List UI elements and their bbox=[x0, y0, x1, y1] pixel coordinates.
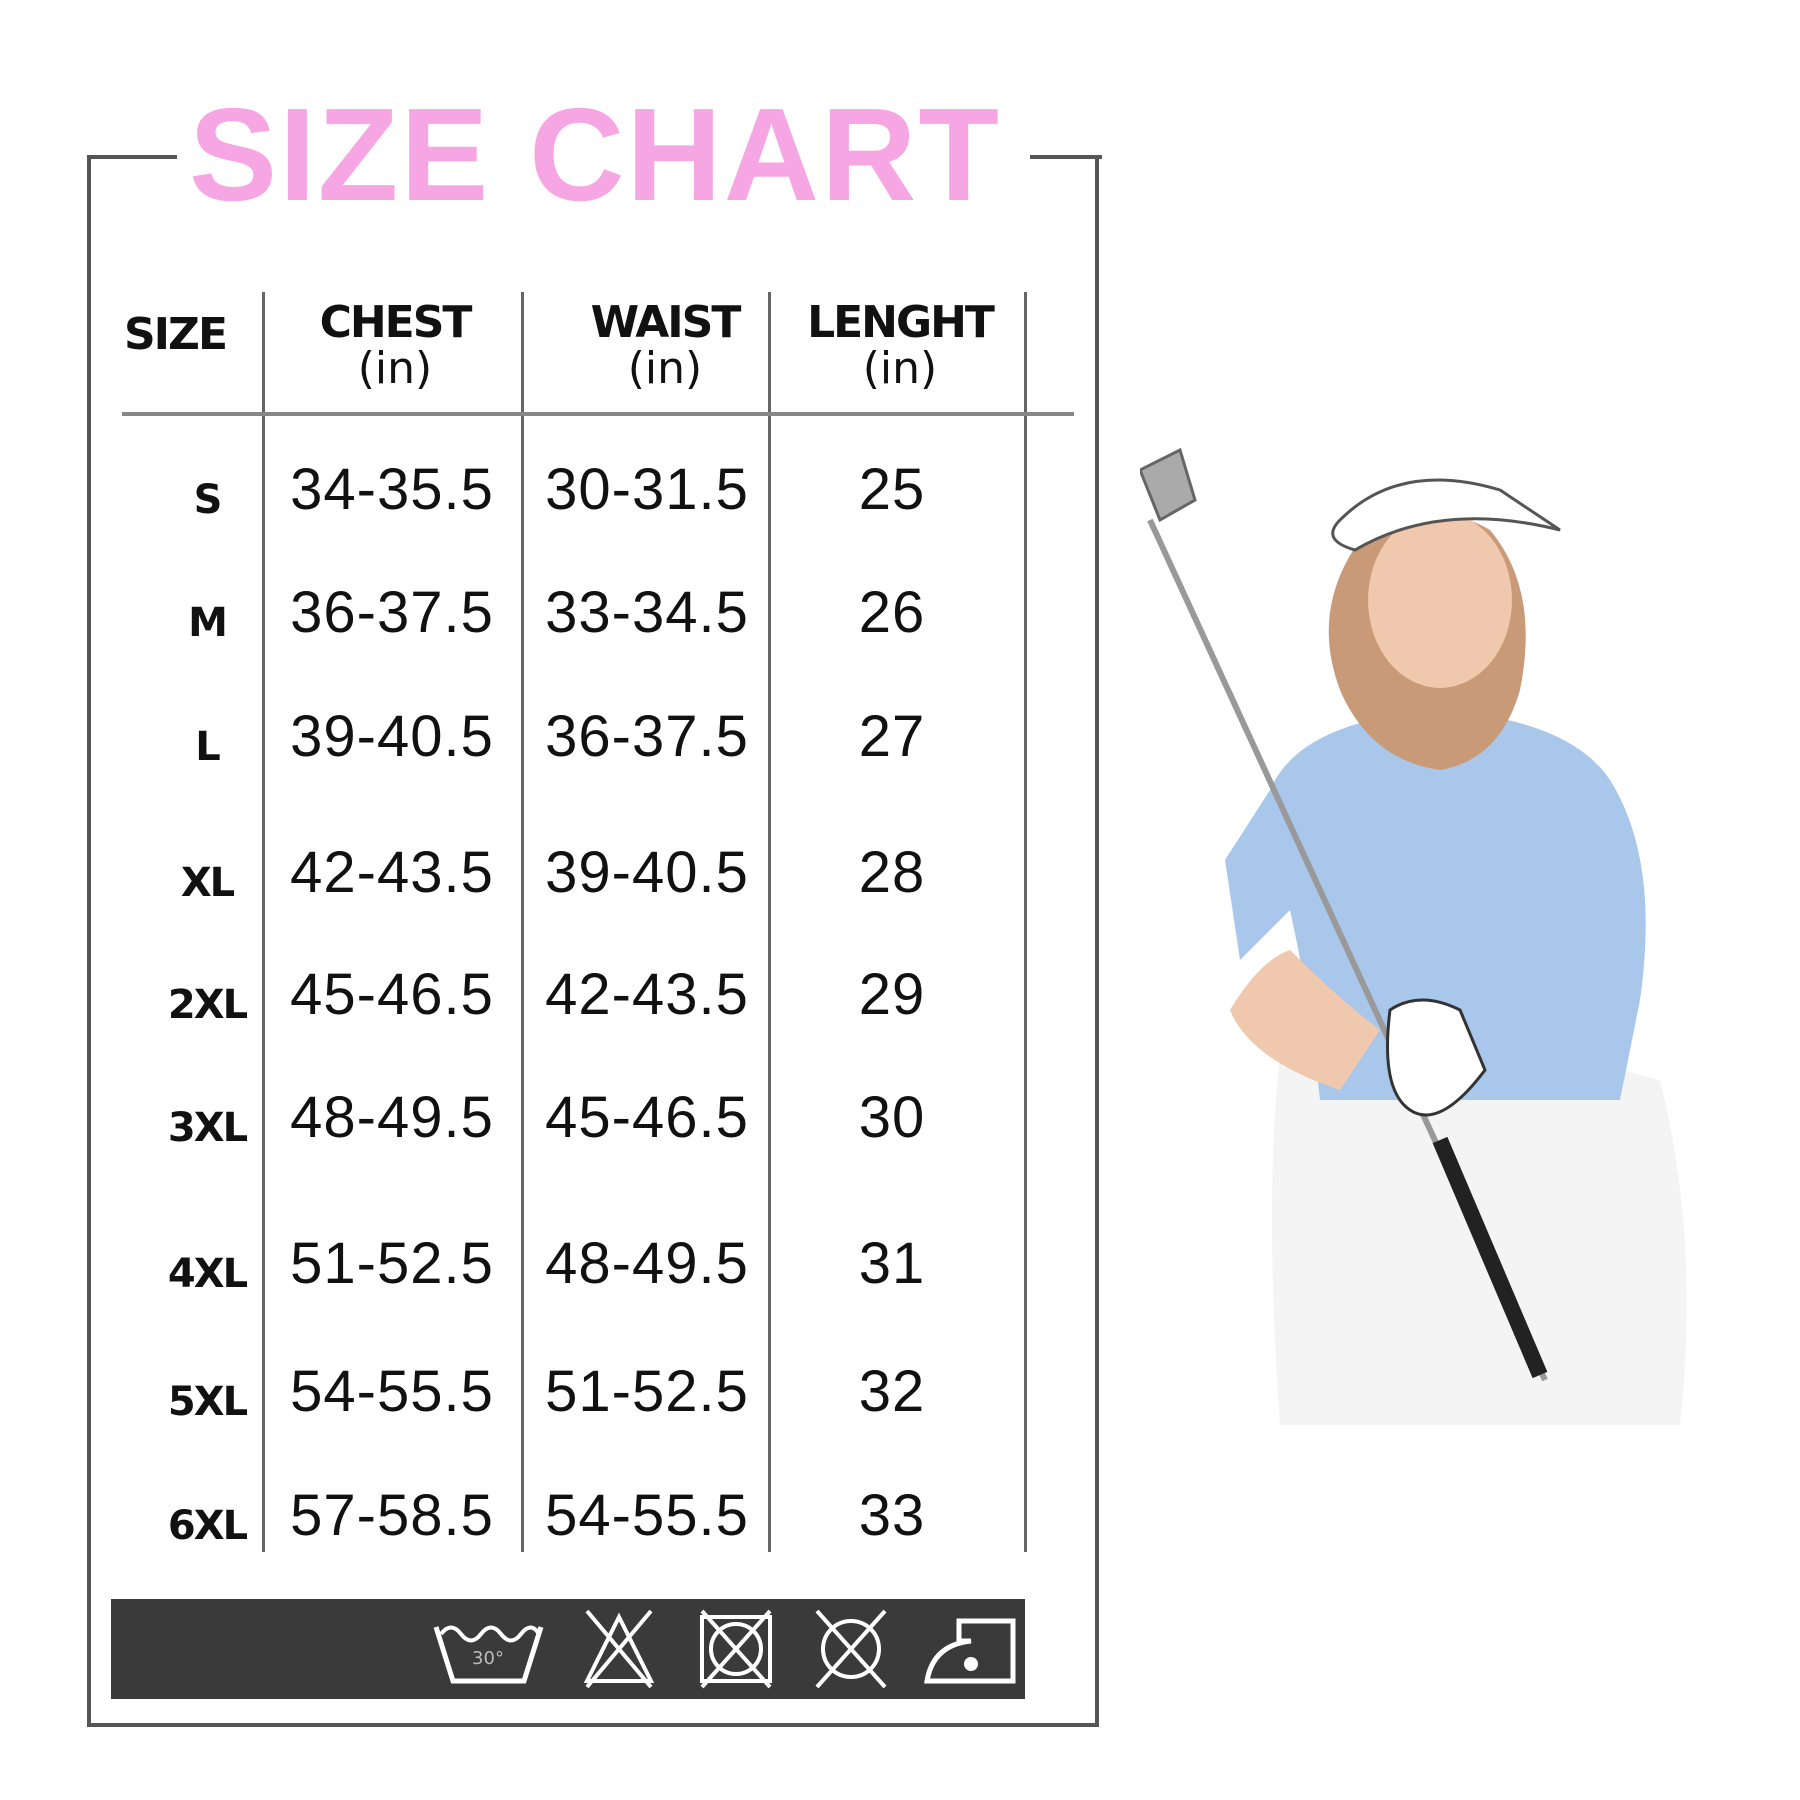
length-cell: 25 bbox=[858, 457, 926, 522]
chest-cell: 45-46.5 bbox=[290, 962, 494, 1027]
no-tumble-dry-icon bbox=[700, 1609, 772, 1689]
column-divider bbox=[262, 292, 265, 1552]
length-cell: 27 bbox=[858, 704, 926, 769]
waist-cell: 51-52.5 bbox=[545, 1359, 749, 1424]
length-cell: 30 bbox=[858, 1085, 926, 1150]
waist-cell: 36-37.5 bbox=[545, 704, 749, 769]
chart-frame bbox=[87, 157, 1099, 1727]
table-row: 2XL 45-46.5 42-43.5 29 bbox=[87, 945, 1087, 1045]
length-cell: 28 bbox=[858, 840, 926, 905]
size-cell: 2XL bbox=[167, 982, 248, 1028]
care-instructions-bar: 30° bbox=[111, 1599, 1025, 1699]
table-row: XL 42-43.5 39-40.5 28 bbox=[87, 823, 1087, 923]
header-size: SIZE bbox=[123, 309, 228, 360]
header-waist: WAIST (in) bbox=[590, 297, 742, 394]
length-cell: 32 bbox=[858, 1359, 926, 1424]
wash-30-icon: 30° bbox=[433, 1625, 544, 1684]
waist-cell: 54-55.5 bbox=[545, 1483, 749, 1548]
waist-cell: 42-43.5 bbox=[545, 962, 749, 1027]
size-cell: 4XL bbox=[167, 1251, 248, 1297]
header-length: LENGHT (in) bbox=[807, 297, 995, 394]
column-divider bbox=[521, 292, 524, 1552]
size-cell: S bbox=[193, 477, 223, 523]
header-divider bbox=[122, 412, 1074, 416]
column-divider bbox=[1024, 292, 1027, 1552]
table-row: L 39-40.5 36-37.5 27 bbox=[87, 687, 1087, 787]
size-cell: M bbox=[188, 600, 228, 646]
table-row: 3XL 48-49.5 45-46.5 30 bbox=[87, 1068, 1087, 1168]
page-title: SIZE CHART bbox=[189, 81, 1001, 228]
chest-cell: 42-43.5 bbox=[290, 840, 494, 905]
waist-cell: 30-31.5 bbox=[545, 457, 749, 522]
frame-top-right bbox=[1030, 155, 1102, 159]
table-row: 4XL 51-52.5 48-49.5 31 bbox=[87, 1214, 1087, 1314]
wash-temp: 30° bbox=[472, 1648, 504, 1669]
length-cell: 26 bbox=[858, 580, 926, 645]
chest-cell: 51-52.5 bbox=[290, 1231, 494, 1296]
length-cell: 33 bbox=[858, 1483, 926, 1548]
chest-cell: 34-35.5 bbox=[290, 457, 494, 522]
table-row: M 36-37.5 33-34.5 26 bbox=[87, 563, 1087, 663]
waist-cell: 33-34.5 bbox=[545, 580, 749, 645]
chest-cell: 54-55.5 bbox=[290, 1359, 494, 1424]
size-cell: 5XL bbox=[167, 1379, 248, 1425]
table-row: 5XL 54-55.5 51-52.5 32 bbox=[87, 1342, 1087, 1442]
chest-cell: 39-40.5 bbox=[290, 704, 494, 769]
length-cell: 31 bbox=[858, 1231, 926, 1296]
header-chest: CHEST (in) bbox=[319, 297, 473, 394]
chest-cell: 57-58.5 bbox=[290, 1483, 494, 1548]
no-bleach-icon bbox=[583, 1609, 655, 1689]
size-cell: 3XL bbox=[167, 1105, 248, 1151]
waist-cell: 39-40.5 bbox=[545, 840, 749, 905]
waist-cell: 45-46.5 bbox=[545, 1085, 749, 1150]
table-row: 6XL 57-58.5 54-55.5 33 bbox=[87, 1466, 1087, 1566]
length-cell: 29 bbox=[858, 962, 926, 1027]
no-dry-clean-icon bbox=[815, 1609, 887, 1689]
column-divider bbox=[768, 292, 771, 1552]
waist-cell: 48-49.5 bbox=[545, 1231, 749, 1296]
woman-golfer-photo bbox=[1140, 447, 1687, 1425]
chest-cell: 48-49.5 bbox=[290, 1085, 494, 1150]
iron-low-icon bbox=[924, 1618, 1016, 1684]
chest-cell: 36-37.5 bbox=[290, 580, 494, 645]
size-cell: XL bbox=[180, 860, 235, 906]
size-cell: 6XL bbox=[167, 1503, 248, 1549]
size-cell: L bbox=[195, 724, 221, 770]
table-row: S 34-35.5 30-31.5 25 bbox=[87, 440, 1087, 540]
frame-top-left bbox=[87, 155, 177, 159]
